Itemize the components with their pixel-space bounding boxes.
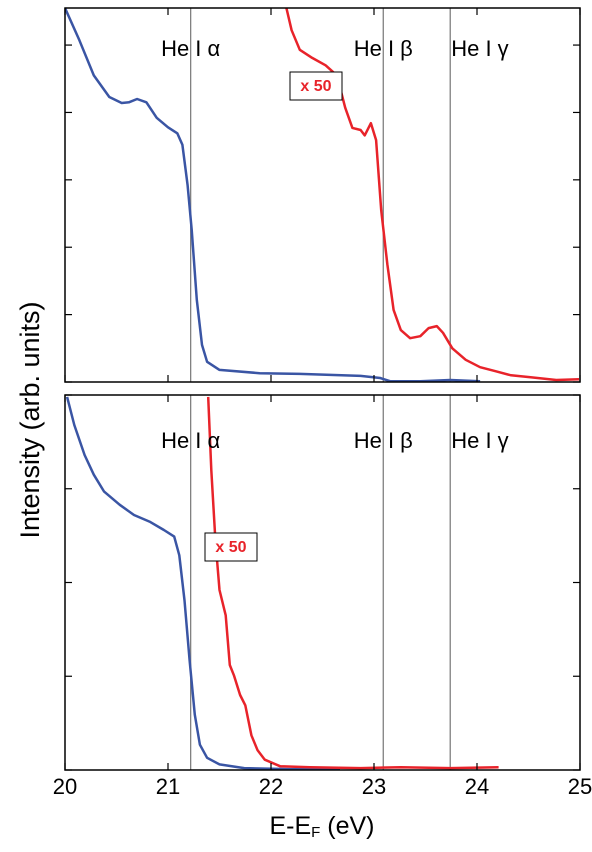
reference-label: He I β <box>354 36 413 61</box>
data-line <box>65 8 481 382</box>
data-line <box>65 396 340 770</box>
x-axis-label-unit: (eV) <box>320 812 374 840</box>
annotation: x 50 <box>300 78 331 95</box>
x-tick-label: 22 <box>259 774 283 799</box>
plot-frame <box>64 7 581 383</box>
reference-label: He I γ <box>451 428 508 453</box>
annotation-box <box>289 71 343 101</box>
x-axis-label-main: E-E <box>269 812 311 840</box>
data-line <box>285 8 580 382</box>
plot-area <box>65 8 580 382</box>
plot-area <box>65 395 499 770</box>
reference-label: He I α <box>161 428 220 453</box>
x-tick-label: 23 <box>362 774 386 799</box>
x-tick-label: 25 <box>568 774 592 799</box>
annotation-box <box>204 532 258 562</box>
data-line <box>206 396 499 770</box>
reference-label: He I β <box>354 428 413 453</box>
x-tick-label: 20 <box>53 774 77 799</box>
x-axis-label-sub: F <box>311 824 320 841</box>
x-axis-label: E-EF (eV) <box>269 812 374 841</box>
x-tick-label: 24 <box>465 774 489 799</box>
reference-label: He I α <box>161 36 220 61</box>
reference-label: He I γ <box>451 36 508 61</box>
x-tick-label: 21 <box>156 774 180 799</box>
annotation: x 50 <box>215 539 246 556</box>
y-axis-label: Intensity (arb. units) <box>15 301 45 538</box>
